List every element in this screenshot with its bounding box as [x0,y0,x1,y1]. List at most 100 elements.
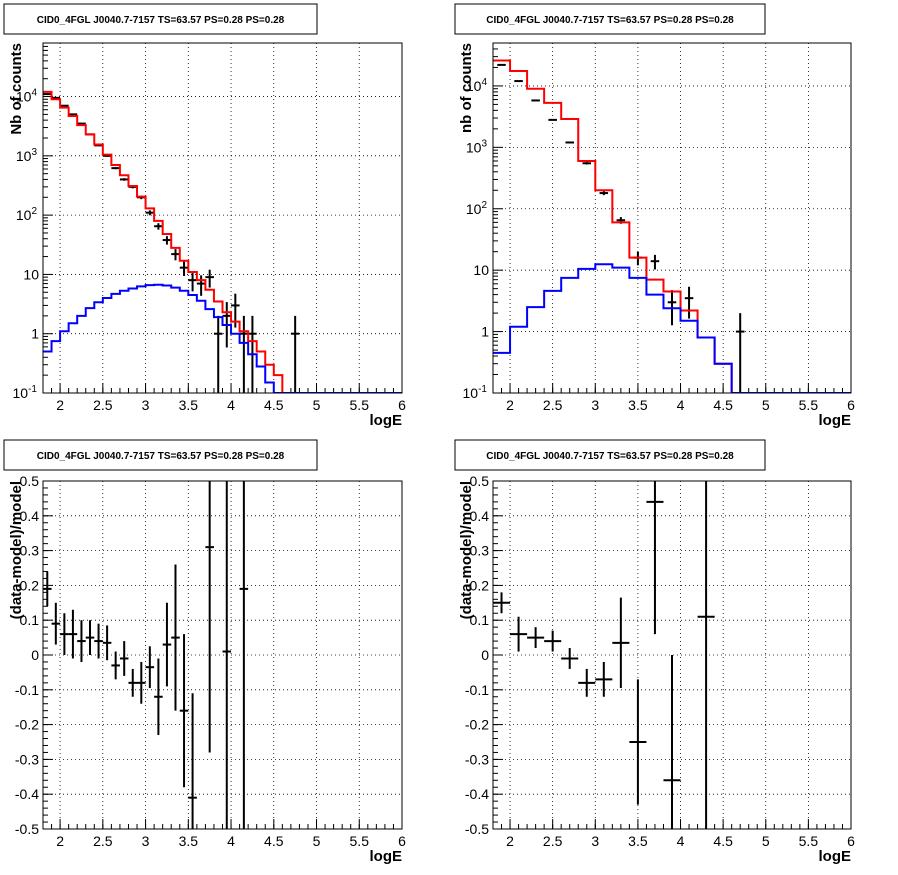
y-tick-label: 10 [23,266,39,282]
data-point [77,122,86,125]
x-tick-label: 3.5 [628,833,648,849]
y-tick-label: 10-1 [13,384,38,401]
series-group [493,59,851,393]
data-point [77,620,86,662]
x-tick-label: 3 [142,397,150,413]
y-tick-label: 1 [31,326,39,342]
y-tick-label: -0.4 [465,786,489,802]
x-tick-label: 2.5 [543,397,563,413]
y-tick-label: 0.1 [470,612,490,628]
x-tick-label: 2.5 [543,833,563,849]
x-tick-label: 5 [762,397,770,413]
title-box [3,439,318,471]
data-point [111,167,120,170]
data-point [213,315,223,393]
plot-frame [42,480,403,830]
series-group [493,481,715,829]
chart-title: CID0_4FGL J0040.7-7157 TS=63.57 PS=0.28 … [486,15,734,26]
y-axis-label: Nb of counts [8,43,25,135]
x-axis-label: logE [819,848,852,865]
chart-panel-3: CID0_4FGL J0040.7-7157 TS=63.57 PS=0.28 … [3,439,406,865]
data-point [565,141,574,144]
y-tick-label: 102 [466,200,488,217]
x-tick-label: 5.5 [350,833,370,849]
data-point [43,571,52,607]
x-tick-label: 2.5 [93,833,113,849]
data-point [578,668,596,697]
y-tick-label: 0.2 [470,577,490,593]
data-point [684,286,694,319]
data-point [510,616,528,652]
y-tick-label: 0.3 [20,543,40,559]
y-axis-label: (data-model)/model [458,481,475,619]
data-point [493,592,511,614]
x-tick-label: 6 [398,833,406,849]
x-tick-label: 5.5 [350,397,370,413]
x-axis-label: logE [370,412,403,429]
data-point [548,118,557,121]
data-point [205,481,214,753]
y-tick-label: 0.1 [20,612,40,628]
x-tick-label: 3 [591,397,599,413]
x-tick-label: 3 [591,833,599,849]
x-tick-label: 5 [762,833,770,849]
data-point [94,623,103,659]
y-tick-label: -0.1 [15,682,39,698]
chart-panel-4: CID0_4FGL J0040.7-7157 TS=63.57 PS=0.28 … [454,439,855,865]
data-point [650,254,660,270]
data-point [735,313,745,393]
data-point [119,641,129,676]
y-tick-label: -0.3 [15,751,39,767]
chart-title: CID0_4FGL J0040.7-7157 TS=63.57 PS=0.28 … [486,451,734,462]
y-axis-label: (data-model)/model [8,481,25,619]
x-tick-label: 3.5 [179,833,199,849]
x-tick-label: 3.5 [628,397,648,413]
y-tick-label: 0.5 [20,473,40,489]
x-tick-label: 2.5 [93,397,113,413]
x-tick-label: 4 [677,833,685,849]
data-point [68,609,78,659]
y-tick-label: -0.5 [15,821,39,837]
data-point [196,275,206,296]
data-point [119,178,129,181]
data-point [179,261,189,277]
y-tick-label: -0.1 [465,682,489,698]
x-axis-label: logE [370,848,403,865]
y-tick-label: 0.2 [20,577,40,593]
title-box [3,3,318,35]
y-tick-label: -0.2 [465,717,489,733]
data-point [595,661,613,697]
y-tick-label: 10 [473,262,489,278]
data-point [68,113,78,116]
x-tick-label: 4 [227,397,235,413]
plot-frame [492,42,852,394]
data-point [102,625,112,661]
chart-panel-1: CID0_4FGL J0040.7-7157 TS=63.57 PS=0.28 … [3,3,406,429]
x-tick-label: 5 [313,833,321,849]
y-tick-label: 0.4 [470,508,490,524]
y-tick-label: 102 [16,206,38,223]
y-axis-label: nb of counts [458,43,475,133]
y-tick-label: -0.3 [465,751,489,767]
data-point [527,627,545,649]
data-point [145,646,155,689]
data-point [171,564,180,711]
histogram-series-3 [493,263,851,393]
x-tick-label: 4.5 [713,397,733,413]
data-point [188,693,197,829]
data-point [179,634,189,788]
x-tick-label: 2 [506,833,514,849]
data-point [290,315,300,393]
data-point [663,655,681,829]
x-tick-label: 3 [142,833,150,849]
data-point [111,651,120,680]
y-tick-label: 103 [16,147,38,164]
y-tick-label: 10-1 [463,384,488,401]
data-point [205,269,214,288]
data-point [60,613,69,655]
x-tick-label: 5.5 [799,397,819,413]
x-tick-label: 4 [677,397,685,413]
data-point [599,191,609,196]
histogram-series-2 [43,90,402,393]
x-tick-label: 2 [56,397,64,413]
